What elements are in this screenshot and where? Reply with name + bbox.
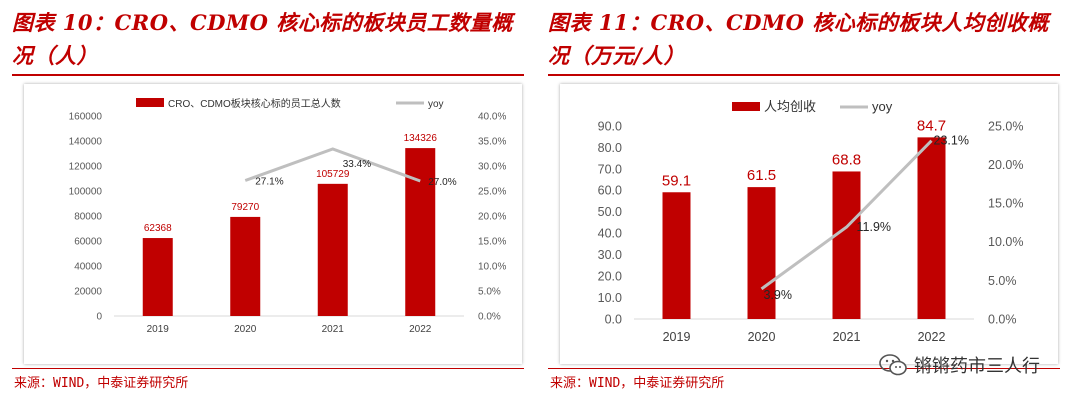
yoy-line <box>244 147 421 183</box>
y-right-tick-label: 25.0% <box>478 187 506 198</box>
bar <box>230 216 261 316</box>
y-left-tick-label: 90.0 <box>598 119 622 133</box>
y-right-tick-label: 5.0% <box>988 274 1017 288</box>
bar-data-label: 105729 <box>316 169 350 180</box>
chart-title-line1: 图表 10：CRO、CDMO 核心标的板块员工数量概 <box>12 10 513 35</box>
bar-data-label: 62368 <box>144 223 172 234</box>
footer-divider <box>548 368 1060 369</box>
x-tick-label: 2022 <box>918 330 946 344</box>
legend-swatch-bar <box>732 102 760 111</box>
employee-count-chart: CRO、CDMO板块核心标的员工总人数 yoy 0 20000 40000 60000 80… <box>69 97 507 335</box>
chart-area: CRO、CDMO板块核心标的员工总人数 yoy 0 20000 40000 60000 80… <box>24 84 522 364</box>
y-left-tick-label: 100000 <box>69 187 103 198</box>
bar <box>317 183 348 316</box>
y-right-tick-label: 30.0% <box>478 162 506 173</box>
right-panel: 图表 11：CRO、CDMO 核心标的板块人均创收概 况（万元/人） 人均创收 y… <box>548 0 1068 412</box>
y-right-tick-label: 20.0% <box>478 212 506 223</box>
y-left-tick-label: 10.0 <box>598 291 622 305</box>
y-left-tick-label: 80000 <box>74 212 102 223</box>
chart-title-line2: 况（万元/人） <box>548 43 686 68</box>
y-left-tick-label: 20000 <box>74 287 102 298</box>
legend-label-bar: 人均创收 <box>764 99 816 114</box>
y-right-tick-label: 25.0% <box>988 119 1023 133</box>
y-right-tick-label: 15.0% <box>478 237 506 248</box>
legend-label-line: yoy <box>872 99 893 114</box>
bar-data-label: 68.8 <box>832 151 861 168</box>
footer-divider <box>12 368 524 369</box>
watermark-text: 锵锵药市三人行 <box>914 356 1040 377</box>
legend-label-bar: CRO、CDMO板块核心标的员工总人数 <box>168 97 341 110</box>
y-left-tick-label: 0.0 <box>605 312 622 326</box>
yoy-data-label: 11.9% <box>857 220 892 234</box>
legend-label-line: yoy <box>428 99 444 110</box>
revenue-per-employee-chart: 人均创收 yoy 0.0 10.0 20.0 30.0 40.0 50.0 60.0 70.0 80… <box>598 99 1024 344</box>
chart-title-line1: 图表 11：CRO、CDMO 核心标的板块人均创收概 <box>548 10 1049 35</box>
yoy-data-label: 3.9% <box>764 288 793 302</box>
left-panel: 图表 10：CRO、CDMO 核心标的板块员工数量概 况（人） CRO、CDMO… <box>12 0 532 412</box>
y-right-tick-label: 10.0% <box>478 262 506 273</box>
y-right-tick-label: 0.0% <box>478 312 501 323</box>
source-note: 来源：WIND，中泰证券研究所 <box>550 376 725 391</box>
y-left-tick-label: 50.0 <box>598 205 622 219</box>
chart-title: 图表 11：CRO、CDMO 核心标的板块人均创收概 况（万元/人） <box>548 6 1068 72</box>
yoy-data-label: 33.4% <box>343 159 371 170</box>
chart-title: 图表 10：CRO、CDMO 核心标的板块员工数量概 况（人） <box>12 6 532 72</box>
yoy-data-label: 23.1% <box>934 134 969 148</box>
x-tick-label: 2020 <box>234 324 257 335</box>
title-divider <box>548 74 1060 76</box>
y-left-tick-label: 140000 <box>69 137 103 148</box>
y-left-tick-label: 30.0 <box>598 248 622 262</box>
bar <box>917 137 946 319</box>
bar <box>662 192 691 319</box>
y-left-tick-label: 40.0 <box>598 227 622 241</box>
bar-data-label: 134326 <box>404 133 438 144</box>
bar-data-label: 79270 <box>231 202 259 213</box>
yoy-data-label: 27.0% <box>428 177 456 188</box>
y-left-tick-label: 70.0 <box>598 162 622 176</box>
x-tick-label: 2022 <box>409 324 432 335</box>
y-left-tick-label: 0 <box>96 312 102 323</box>
bar <box>747 187 776 319</box>
bar-data-label: 84.7 <box>917 117 946 134</box>
source-note: 来源：WIND，中泰证券研究所 <box>14 376 189 391</box>
bar-data-label: 59.1 <box>662 172 691 189</box>
y-left-tick-label: 60000 <box>74 237 102 248</box>
wechat-watermark: 锵锵药市三人行 <box>878 352 1040 378</box>
y-left-tick-label: 80.0 <box>598 141 622 155</box>
x-tick-label: 2020 <box>748 330 776 344</box>
y-left-tick-label: 60.0 <box>598 184 622 198</box>
chart-title-line2: 况（人） <box>12 43 98 68</box>
bar <box>142 238 173 316</box>
wechat-icon <box>879 354 907 376</box>
x-tick-label: 2019 <box>147 324 170 335</box>
y-right-tick-label: 10.0% <box>988 235 1023 249</box>
y-right-tick-label: 35.0% <box>478 137 506 148</box>
bar-data-label: 61.5 <box>747 167 776 184</box>
y-left-tick-label: 160000 <box>69 112 103 123</box>
legend-swatch-bar <box>136 98 164 107</box>
y-right-tick-label: 40.0% <box>478 112 506 123</box>
y-right-tick-label: 5.0% <box>478 287 501 298</box>
y-left-tick-label: 40000 <box>74 262 102 273</box>
bar <box>405 148 436 316</box>
chart-area: 人均创收 yoy 0.0 10.0 20.0 30.0 40.0 50.0 60.0 70.0 80… <box>560 84 1058 364</box>
x-tick-label: 2021 <box>833 330 861 344</box>
yoy-data-label: 27.1% <box>255 177 283 188</box>
y-right-tick-label: 0.0% <box>988 312 1017 326</box>
yoy-line <box>760 139 933 291</box>
y-left-tick-label: 120000 <box>69 162 103 173</box>
bar <box>832 171 861 319</box>
x-tick-label: 2019 <box>663 330 691 344</box>
x-tick-label: 2021 <box>322 324 345 335</box>
y-left-tick-label: 20.0 <box>598 269 622 283</box>
y-right-tick-label: 15.0% <box>988 197 1023 211</box>
y-right-tick-label: 20.0% <box>988 158 1023 172</box>
title-divider <box>12 74 524 76</box>
